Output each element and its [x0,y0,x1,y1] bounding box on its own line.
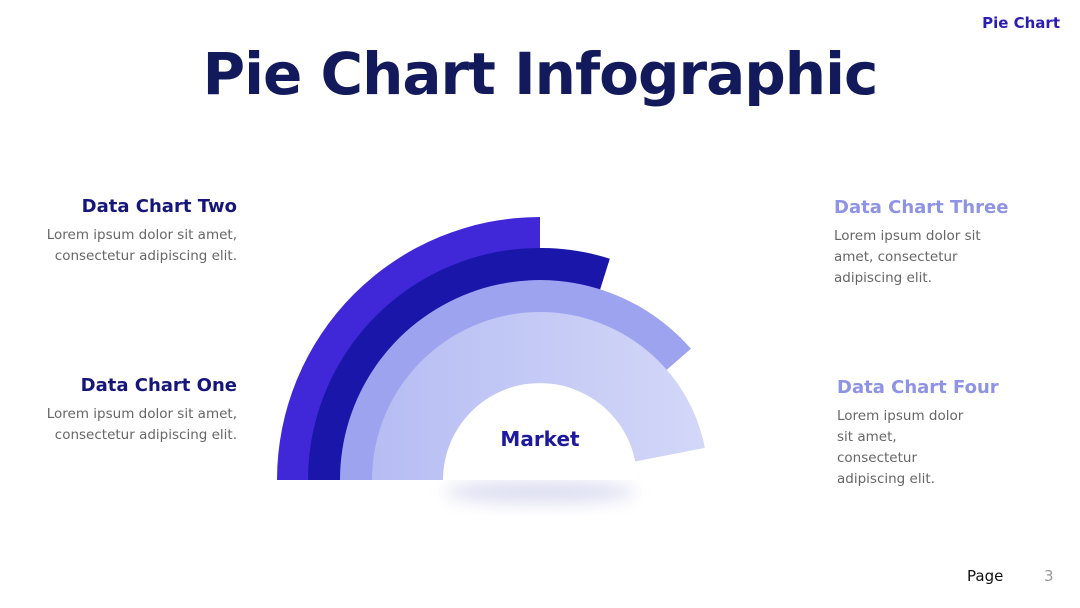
item-title: Data Chart One [80,375,237,396]
title: Pie Chart Infographic [202,40,879,108]
item-text: Lorem ipsum dolor sit amet, consectetur … [834,228,981,286]
item-title: Data Chart Two [81,196,237,217]
item: Data Chart Three Lorem ipsum dolor sit a… [834,197,1024,289]
item-text: Lorem ipsum dolor sit amet, consectetur … [46,227,237,264]
item-text: Lorem ipsum dolor sit amet, consectetur … [837,408,964,487]
item: Data Chart Two Lorem ipsum dolor sit ame… [37,196,237,267]
shadow [445,480,635,504]
header-tag: Pie Chart [982,14,1060,32]
page-number: 3 [1044,567,1054,585]
item: Data Chart Four Lorem ipsum dolor sit am… [837,377,1027,490]
item: Data Chart One Lorem ipsum dolor sit ame… [37,375,237,446]
item-title: Data Chart Three [834,197,1009,218]
center-disc [443,383,637,480]
footer-label: Page [967,567,1004,585]
center-label: Market [500,427,580,451]
item-text: Lorem ipsum dolor sit amet, consectetur … [46,406,237,443]
item-title: Data Chart Four [837,377,999,398]
